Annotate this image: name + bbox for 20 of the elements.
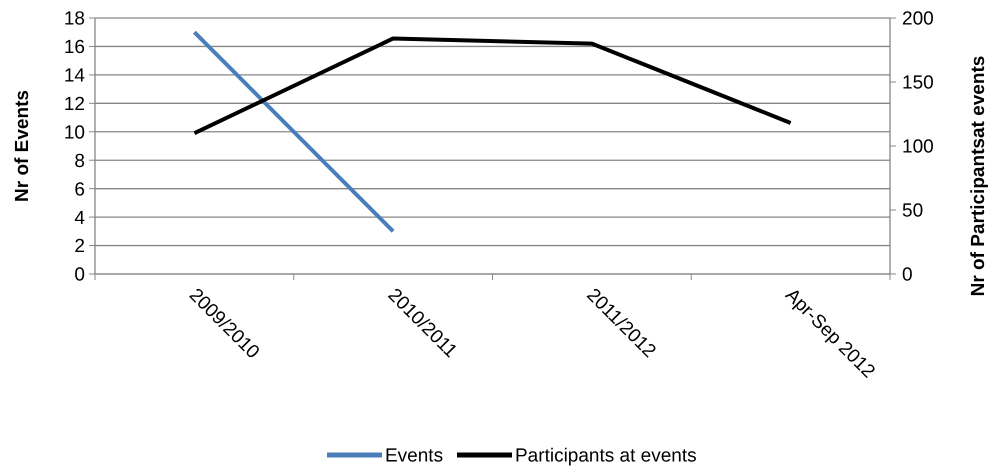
y-tick-label: 4 <box>74 208 86 229</box>
y-tick-label: 14 <box>64 66 86 87</box>
y2-tick-label: 50 <box>902 200 924 222</box>
y-axis-title: Nr of Events <box>12 90 33 202</box>
y-tick-label: 12 <box>64 94 85 115</box>
y2-tick-label: 200 <box>902 8 934 30</box>
y-tick-label: 16 <box>64 37 85 58</box>
y-tick-label: 6 <box>74 179 85 200</box>
y-tick-label: 18 <box>64 8 85 30</box>
y2-tick-label: 150 <box>902 72 934 94</box>
y2-axis-title: Nr of Participantsat events <box>968 56 989 296</box>
line-series <box>192 36 793 136</box>
y-tick-label: 10 <box>64 122 85 144</box>
y2-tick-label: 0 <box>902 264 913 286</box>
y2-tick-label: 100 <box>902 136 934 158</box>
y-tick-label: 8 <box>74 150 85 172</box>
legend-label: Participants at events <box>515 446 697 467</box>
y-tick-label: 2 <box>74 236 85 258</box>
legend-label: Events <box>385 446 444 467</box>
y-tick-label: 0 <box>74 264 85 286</box>
